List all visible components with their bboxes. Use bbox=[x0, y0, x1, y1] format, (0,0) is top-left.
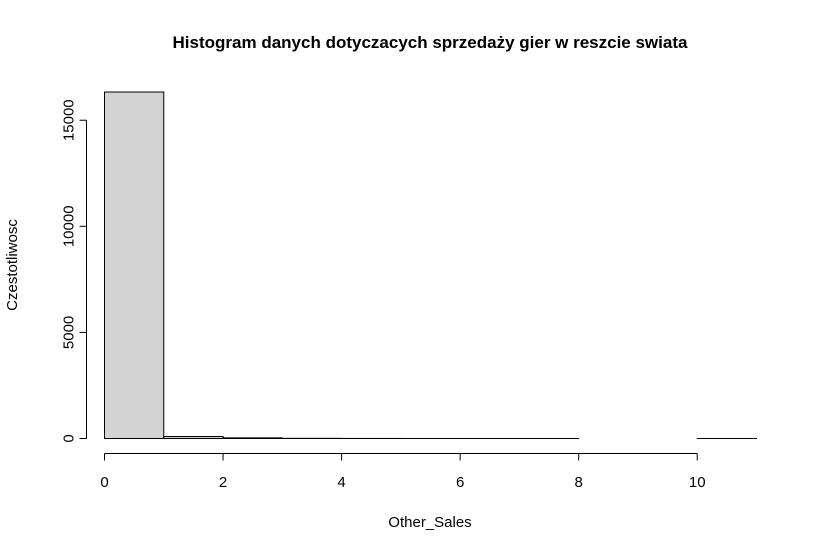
x-tick-label: 10 bbox=[689, 474, 706, 491]
x-tick-label: 0 bbox=[100, 474, 108, 491]
histogram-bar bbox=[104, 91, 165, 439]
y-tick-label: 0 bbox=[61, 434, 78, 442]
histogram-bar bbox=[222, 437, 283, 439]
x-tick-label: 6 bbox=[456, 474, 464, 491]
y-tick-label: 5000 bbox=[61, 316, 78, 349]
x-axis: 0 2 4 6 8 10 bbox=[100, 453, 706, 491]
x-tick-label: 4 bbox=[337, 474, 345, 491]
bars-group bbox=[104, 91, 758, 440]
y-tick-label: 15000 bbox=[61, 99, 78, 141]
histogram-bar bbox=[163, 436, 224, 440]
x-tick-label: 2 bbox=[219, 474, 227, 491]
x-tick-label: 8 bbox=[575, 474, 583, 491]
y-tick-label: 10000 bbox=[61, 205, 78, 247]
y-axis: 0 5000 10000 15000 bbox=[61, 99, 87, 443]
x-axis-label: Other_Sales bbox=[388, 514, 471, 531]
chart-title: Histogram danych dotyczacych sprzedaży g… bbox=[173, 33, 688, 52]
y-axis-label: Czestotliwosc bbox=[4, 219, 21, 311]
